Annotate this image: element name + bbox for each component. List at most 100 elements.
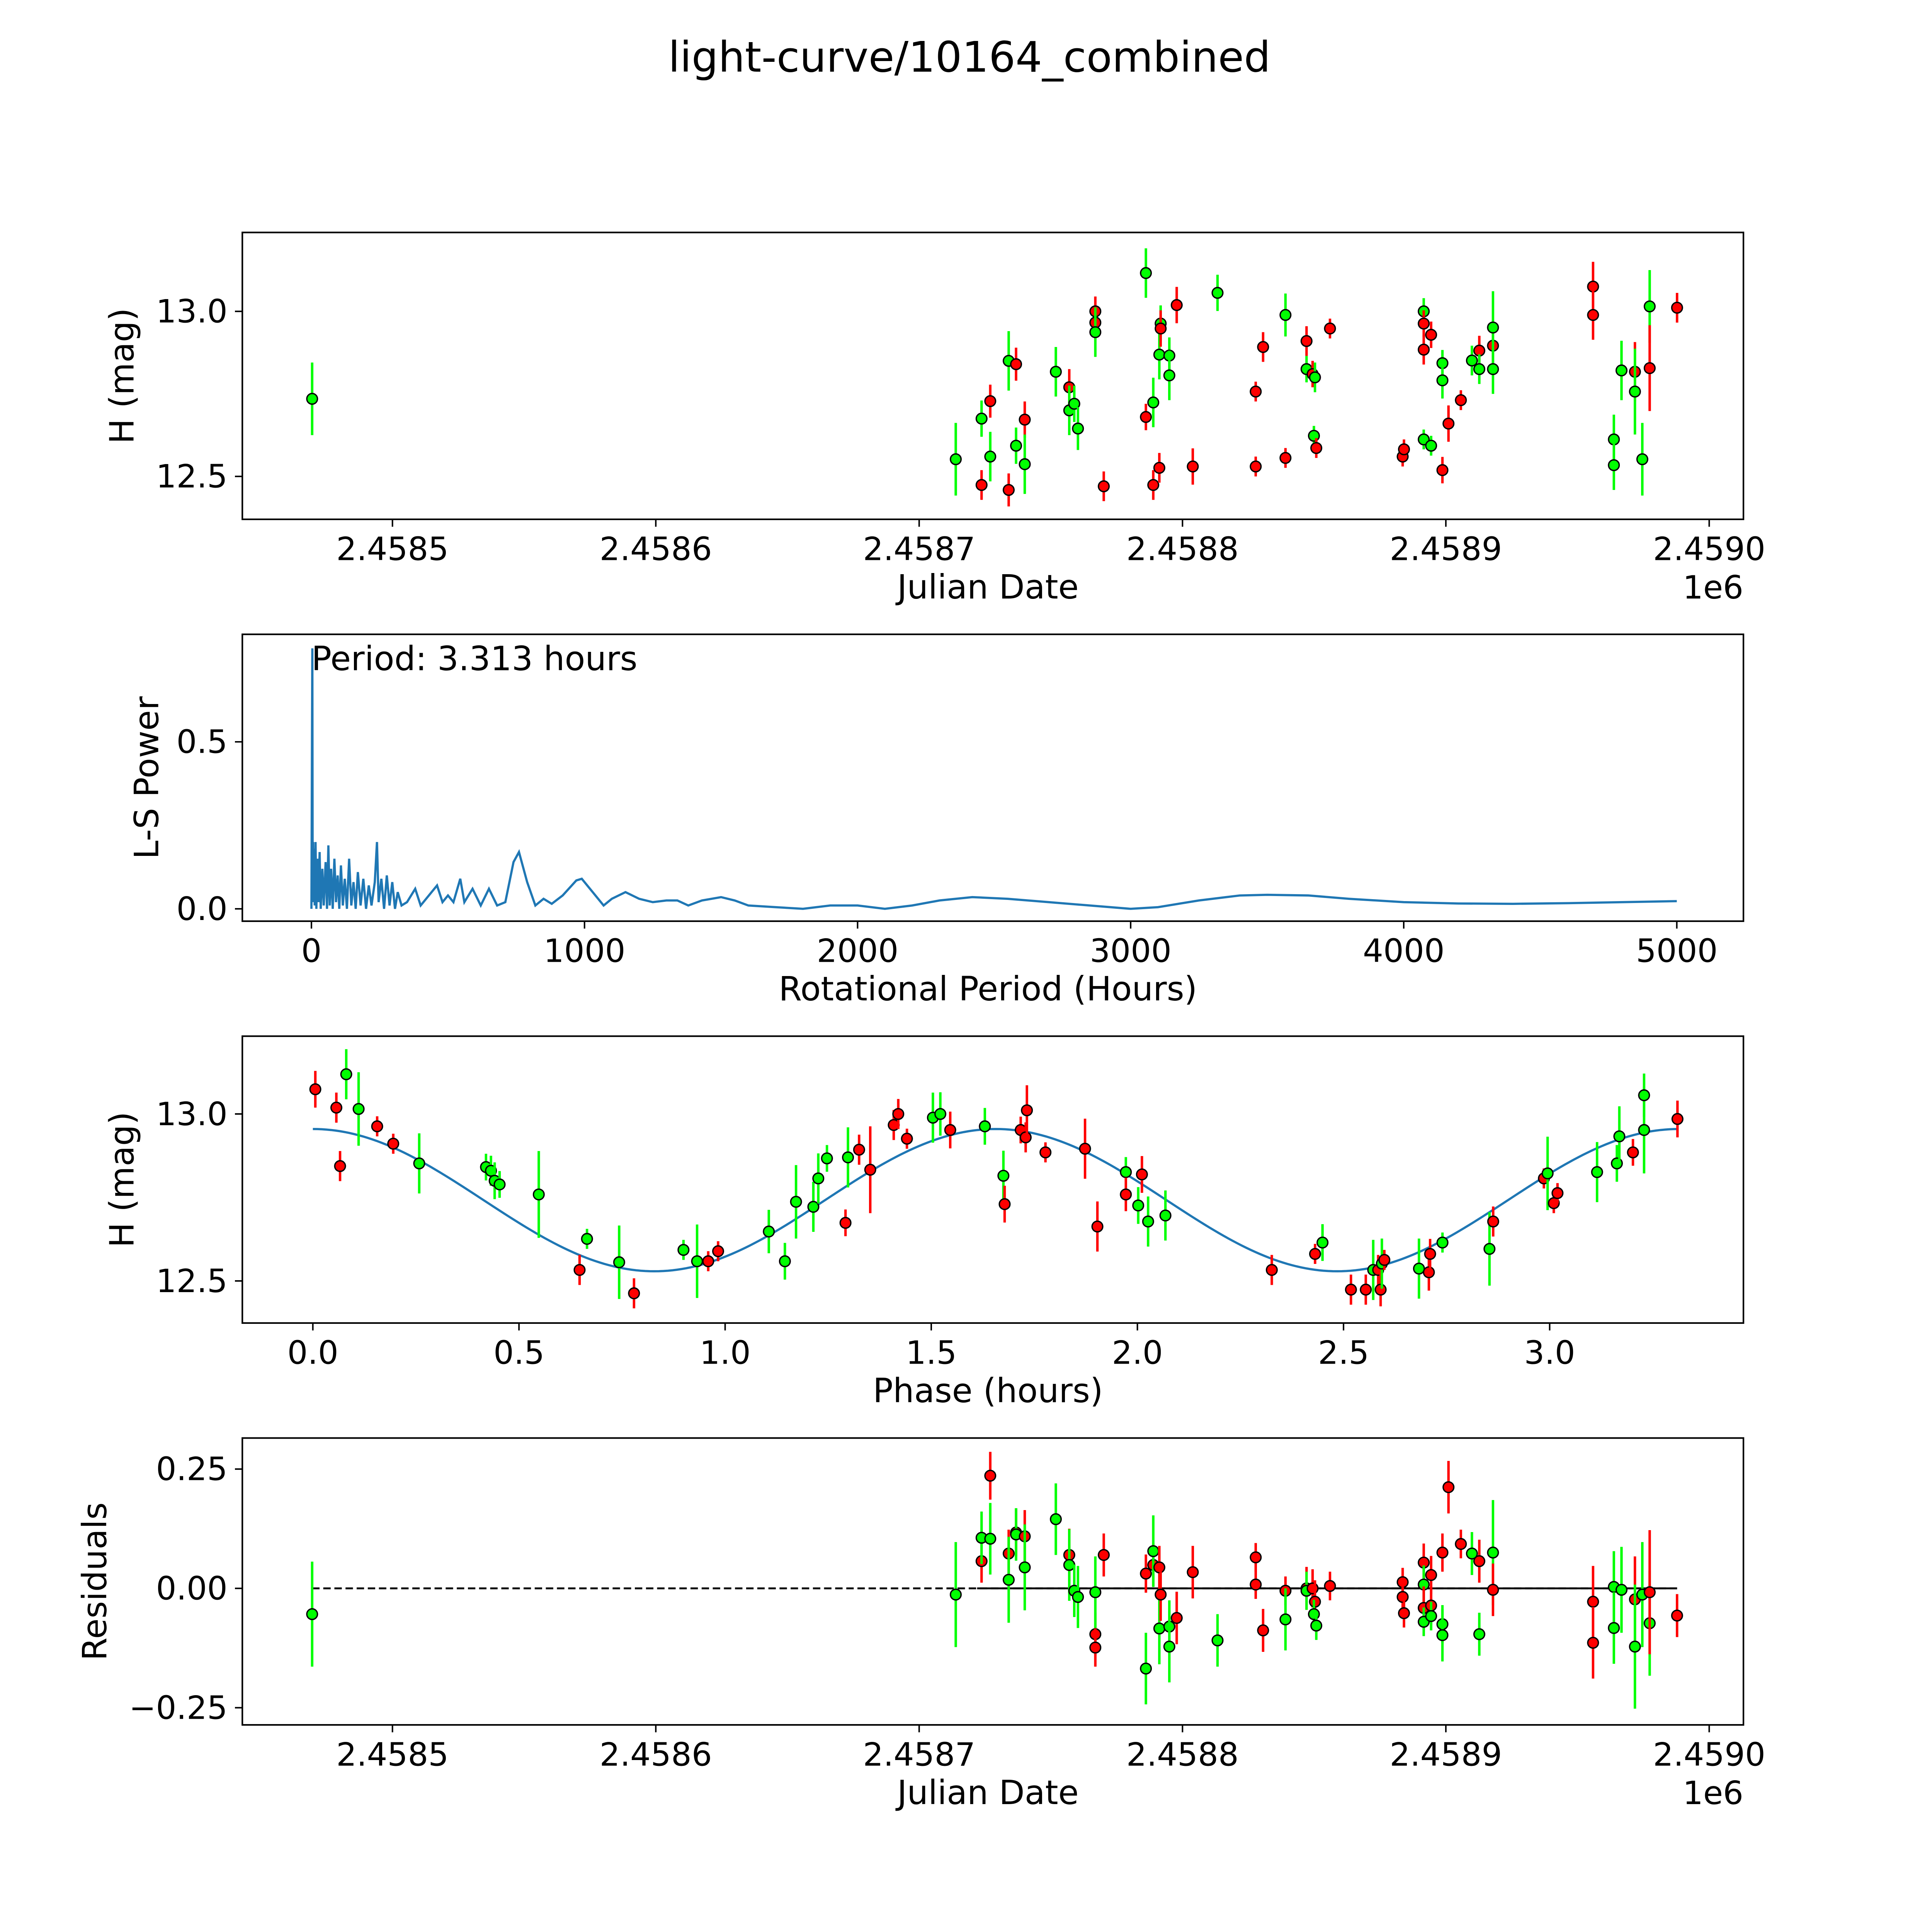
green-data-point [1072, 1591, 1084, 1603]
x-tick-label: 2000 [817, 932, 899, 970]
green-data-point [1615, 1583, 1628, 1596]
green-data-point [1049, 1513, 1062, 1526]
x-axis-label: Julian Date [895, 1774, 1079, 1812]
x-tick-label: 0.0 [287, 1334, 338, 1372]
red-data-point [330, 1102, 342, 1114]
red-data-point [1120, 1188, 1132, 1201]
green-data-point [1019, 1561, 1031, 1573]
green-data-point [581, 1233, 593, 1245]
y-tick-label: 12.5 [156, 458, 228, 495]
x-offset-label: 1e6 [1683, 1774, 1743, 1812]
y-axis-label: H (mag) [103, 1112, 142, 1248]
x-tick-label: 1.5 [906, 1334, 957, 1372]
green-data-point [1147, 396, 1160, 409]
axes-frame [242, 231, 1745, 520]
y-tick-label: −0.25 [129, 1689, 228, 1726]
green-data-point [997, 1170, 1010, 1182]
figure-title: light-curve/10164_combined [668, 33, 1270, 82]
green-data-point [763, 1225, 775, 1238]
green-data-point [306, 1608, 318, 1620]
red-data-point [1155, 322, 1167, 335]
green-data-point [1211, 287, 1224, 299]
residuals-panel: 2.4585 2.4586 2.4587 2.4588 2.4589 2.4590 −0.2… [76, 1437, 1765, 1812]
x-tick-label: 0 [301, 932, 322, 970]
red-data-point [1473, 1555, 1485, 1567]
red-data-point [712, 1245, 724, 1257]
green-data-point [1608, 459, 1620, 471]
green-data-point [1142, 1215, 1154, 1228]
green-data-point [1120, 1166, 1132, 1178]
y-tick-label: 12.5 [156, 1262, 228, 1300]
red-data-point [1378, 1254, 1391, 1266]
green-data-point [934, 1108, 947, 1120]
green-data-point [306, 393, 318, 405]
red-data-point [1079, 1143, 1091, 1155]
red-data-point [892, 1108, 905, 1120]
red-data-point [1442, 417, 1455, 430]
red-data-point [1374, 1284, 1387, 1296]
red-data-point [1671, 1113, 1684, 1125]
green-data-point [1425, 1610, 1437, 1622]
x-tick-label: 2.4586 [600, 531, 712, 568]
red-data-point [1140, 1567, 1152, 1580]
red-data-point [1643, 362, 1656, 374]
red-data-point [1021, 1104, 1033, 1116]
x-tick-label: 0.5 [493, 1334, 544, 1372]
green-data-point [1608, 1622, 1620, 1634]
red-data-point [1398, 1607, 1410, 1619]
x-tick-label: 2.4586 [600, 1736, 712, 1774]
periodogram-plot-area [310, 648, 1677, 910]
red-data-point [1257, 341, 1269, 353]
red-data-point [1039, 1146, 1052, 1158]
red-data-point [1010, 358, 1022, 370]
green-data-point [340, 1068, 352, 1080]
green-data-point [1638, 1124, 1650, 1136]
green-data-point [1049, 366, 1062, 378]
green-data-point [1063, 1559, 1075, 1571]
green-data-point [1308, 430, 1320, 442]
red-data-point [371, 1120, 383, 1133]
green-data-point [807, 1201, 820, 1213]
green-data-point [1487, 363, 1499, 375]
red-data-point [1487, 1583, 1499, 1596]
green-data-point [1279, 1613, 1292, 1626]
y-tick-label: 0.5 [177, 723, 228, 761]
red-data-point [1425, 1569, 1437, 1581]
red-data-point [901, 1133, 913, 1145]
green-data-point [413, 1157, 425, 1170]
red-data-point [984, 395, 997, 407]
y-tick-label: 0.00 [156, 1570, 228, 1607]
red-data-point [1300, 335, 1313, 347]
red-data-point [1250, 460, 1262, 473]
green-data-point [1316, 1236, 1329, 1249]
x-axis-label: Rotational Period (Hours) [779, 970, 1197, 1009]
x-tick-label: 2.5 [1318, 1334, 1369, 1372]
red-data-point [1098, 480, 1110, 493]
green-data-point [1425, 439, 1437, 452]
green-data-point [1591, 1166, 1603, 1178]
periodogram-panel: 0 1000 2000 3000 4000 5000 0.0 0.5 Rotational Pe… [128, 633, 1745, 1009]
red-data-point [1398, 443, 1410, 456]
x-tick-label: 4000 [1363, 932, 1445, 970]
red-data-point [975, 479, 988, 491]
red-data-point [1671, 301, 1683, 314]
lightcurve-panel: 2.4585 2.4586 2.4587 2.4588 2.4589 2.4590 12.5… [103, 231, 1765, 607]
x-tick-label: 2.4590 [1653, 1736, 1765, 1774]
green-data-point [1140, 1662, 1152, 1675]
red-data-point [1587, 1637, 1599, 1649]
red-data-point [1360, 1284, 1372, 1296]
green-data-point [1019, 458, 1031, 470]
red-data-point [1627, 1146, 1639, 1158]
red-data-point [1147, 479, 1160, 491]
green-data-point [1147, 1545, 1160, 1557]
green-data-point [812, 1172, 825, 1185]
green-data-point [352, 1103, 365, 1115]
x-tick-label: 2.4587 [863, 531, 975, 568]
red-data-point [1423, 1266, 1435, 1279]
red-data-point [1455, 1538, 1467, 1550]
x-offset-label: 1e6 [1683, 569, 1743, 606]
red-data-point [1425, 328, 1437, 341]
red-data-point [1136, 1168, 1148, 1180]
x-tick-label: 1.0 [699, 1334, 750, 1372]
green-data-point [1473, 1628, 1485, 1640]
